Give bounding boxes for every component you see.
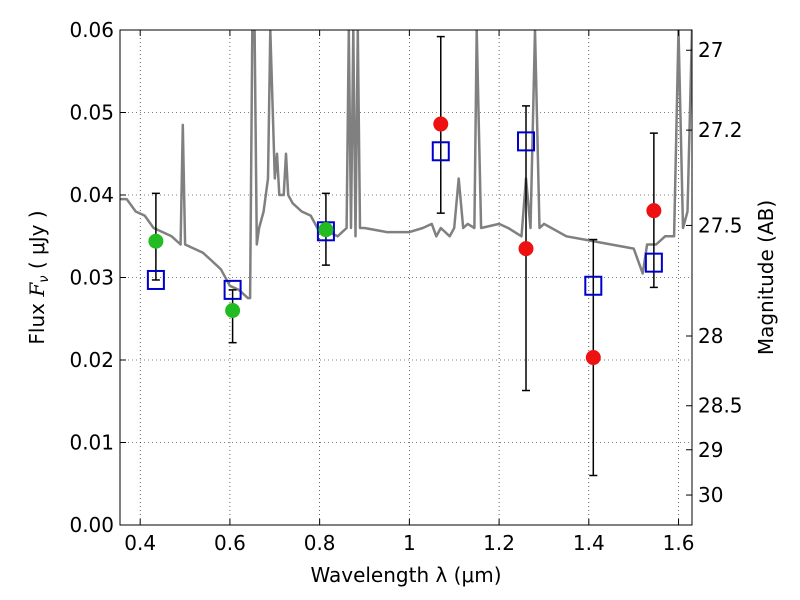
observed-circle-marker bbox=[225, 303, 241, 318]
y2-tick-label: 28.5 bbox=[698, 394, 743, 418]
model-square-marker bbox=[584, 275, 603, 296]
data-points bbox=[146, 116, 663, 366]
y2-tick-label: 27.5 bbox=[698, 213, 743, 237]
x-tick-label: 1.6 bbox=[663, 531, 695, 555]
template-spectrum bbox=[120, 30, 692, 300]
y2-tick-label: 29 bbox=[698, 438, 723, 462]
axis-labels: Wavelength λ (μm) Flux Fν ( μJy ) Magnit… bbox=[25, 200, 778, 587]
model-square-marker bbox=[431, 141, 450, 162]
y-tick-label: 0.01 bbox=[69, 431, 114, 455]
x-tick-label: 0.6 bbox=[214, 531, 246, 555]
y-tick-label: 0.02 bbox=[69, 348, 114, 372]
plot-frame bbox=[119, 29, 693, 526]
observed-circle-marker bbox=[148, 233, 164, 249]
grid-lines bbox=[120, 29, 692, 526]
x-tick-label: 1 bbox=[403, 531, 416, 555]
y2-tick-label: 30 bbox=[698, 483, 723, 507]
y2-tick-label: 27 bbox=[698, 38, 723, 62]
y-tick-label: 0.03 bbox=[69, 266, 114, 290]
model-square-marker bbox=[146, 269, 165, 290]
model-square-marker bbox=[517, 131, 536, 152]
spectrum-line bbox=[120, 30, 692, 300]
error-bars bbox=[151, 35, 658, 477]
y-tick-label: 0.06 bbox=[69, 18, 114, 42]
model-square-marker bbox=[644, 252, 663, 273]
observed-circle-marker bbox=[518, 241, 534, 257]
x-axis-label: Wavelength λ (μm) bbox=[310, 563, 501, 587]
observed-circle-marker bbox=[585, 350, 601, 366]
y-tick-label: 0.04 bbox=[69, 183, 114, 207]
y-axis-label: Flux Fν ( μJy ) bbox=[25, 210, 52, 344]
axis-ticks: 0.4 0.6 0.8 1 1.2 1.4 1.6 0.00 0.01 0.02 0.03 0.04 0… bbox=[69, 18, 742, 555]
observed-circle-marker bbox=[318, 222, 334, 238]
x-tick-label: 0.4 bbox=[124, 531, 156, 555]
x-tick-label: 1.2 bbox=[483, 531, 515, 555]
y-tick-label: 0.05 bbox=[69, 101, 114, 125]
model-square-marker bbox=[223, 279, 242, 300]
observed-circle-marker bbox=[646, 203, 662, 219]
x-tick-label: 1.4 bbox=[573, 531, 605, 555]
y2-tick-label: 27.2 bbox=[698, 118, 743, 142]
y2-tick-label: 28 bbox=[698, 324, 723, 348]
y2-axis-label: Magnitude (AB) bbox=[754, 200, 778, 355]
x-tick-label: 0.8 bbox=[304, 531, 336, 555]
y-tick-label: 0.00 bbox=[69, 513, 114, 537]
observed-circle-marker bbox=[433, 116, 449, 132]
